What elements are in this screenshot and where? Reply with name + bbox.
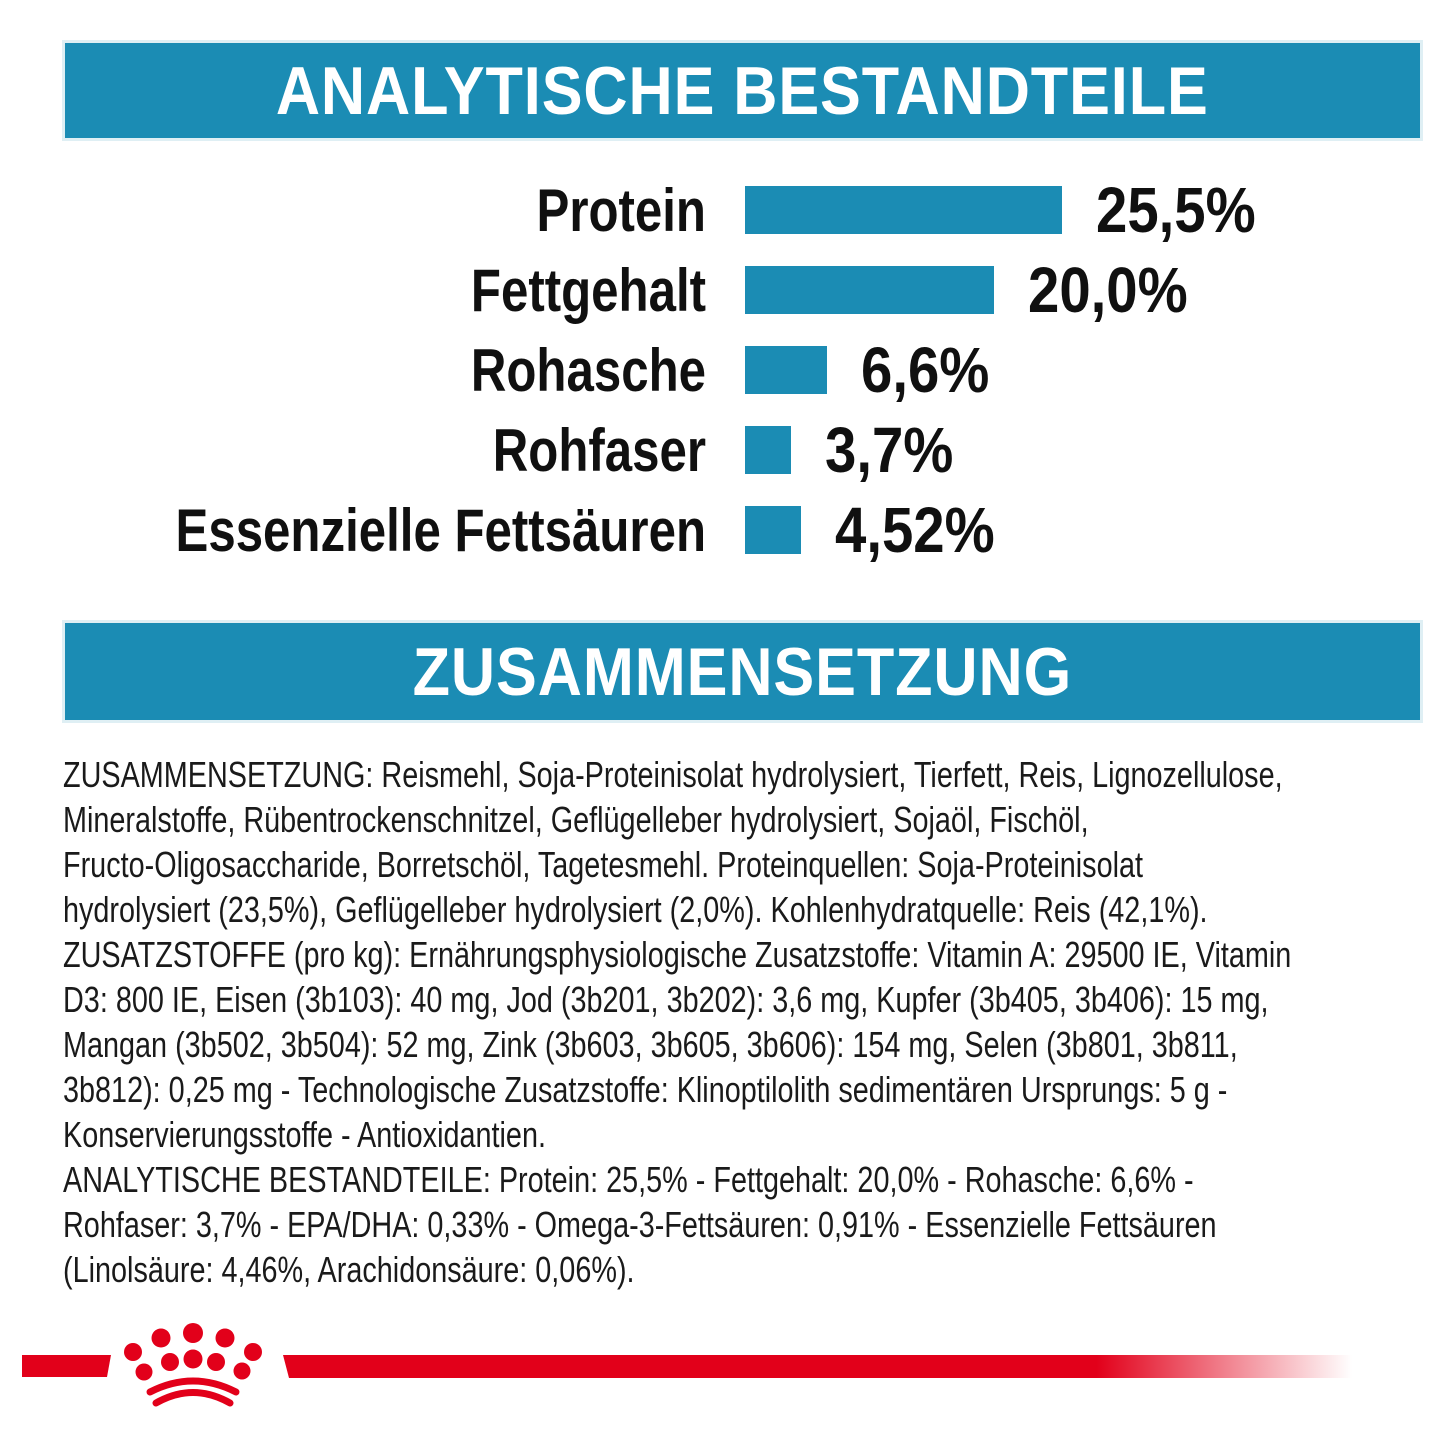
- royal-canin-crown-icon: [124, 1323, 262, 1407]
- chart-value-label: 25,5%: [1096, 174, 1256, 246]
- chart-bar: [745, 186, 1062, 234]
- chart-category-label: Rohfaser: [492, 416, 706, 484]
- chart-row: Rohfaser 3,7%: [0, 410, 1445, 490]
- analytical-banner: ANALYTISCHE BESTANDTEILE: [65, 43, 1420, 138]
- composition-line: Fructo-Oligosaccharide, Borretschöl, Tag…: [63, 844, 1144, 885]
- analytical-banner-title: ANALYTISCHE BESTANDTEILE: [276, 52, 1209, 129]
- chart-row: Essenzielle Fettsäuren 4,52%: [0, 490, 1445, 570]
- composition-banner: ZUSAMMENSETZUNG: [65, 623, 1420, 720]
- chart-bar: [745, 506, 801, 554]
- composition-line: 3b812): 0,25 mg - Technologische Zusatzs…: [63, 1069, 1228, 1110]
- composition-line: hydrolysiert (23,5%), Geflügelleber hydr…: [63, 889, 1208, 930]
- chart-row: Protein 25,5%: [0, 170, 1445, 250]
- composition-line: ZUSATZSTOFFE (pro kg): Ernährungsphysiol…: [63, 934, 1292, 975]
- analytical-chart: Protein 25,5% Fettgehalt 20,0% Rohasche 6,6% R…: [0, 170, 1445, 570]
- chart-value-label: 20,0%: [1028, 254, 1188, 326]
- composition-line: ANALYTISCHE BESTANDTEILE: Protein: 25,5%…: [63, 1159, 1194, 1200]
- chart-category-label: Rohasche: [470, 336, 706, 404]
- chart-value-label: 3,7%: [825, 414, 954, 486]
- composition-line: (Linolsäure: 4,46%, Arachidonsäure: 0,06…: [63, 1249, 635, 1290]
- chart-value-label: 4,52%: [835, 494, 995, 566]
- composition-line: Rohfaser: 3,7% - EPA/DHA: 0,33% - Omega-…: [63, 1204, 1217, 1245]
- chart-category-label: Essenzielle Fettsäuren: [175, 496, 707, 564]
- chart-category-label: Fettgehalt: [470, 256, 706, 324]
- composition-banner-title: ZUSAMMENSETZUNG: [412, 633, 1073, 710]
- chart-bar: [745, 346, 827, 394]
- chart-bar: [745, 266, 994, 314]
- chart-bar: [745, 426, 791, 474]
- chart-row: Rohasche 6,6%: [0, 330, 1445, 410]
- composition-line: Mangan (3b502, 3b504): 52 mg, Zink (3b60…: [63, 1024, 1238, 1065]
- composition-line: Mineralstoffe, Rübentrockenschnitzel, Ge…: [63, 799, 1089, 840]
- composition-line: Konservierungsstoffe - Antioxidantien.: [63, 1114, 546, 1155]
- chart-value-label: 6,6%: [861, 334, 990, 406]
- composition-line: D3: 800 IE, Eisen (3b103): 40 mg, Jod (3…: [63, 979, 1269, 1020]
- chart-category-label: Protein: [536, 176, 706, 244]
- composition-text: ZUSAMMENSETZUNG: Reismehl, Soja-Proteini…: [63, 752, 1445, 1292]
- chart-row: Fettgehalt 20,0%: [0, 250, 1445, 330]
- red-line-left: [22, 1355, 111, 1377]
- red-line-right: [283, 1355, 1445, 1378]
- composition-line: ZUSAMMENSETZUNG: Reismehl, Soja-Proteini…: [63, 754, 1283, 795]
